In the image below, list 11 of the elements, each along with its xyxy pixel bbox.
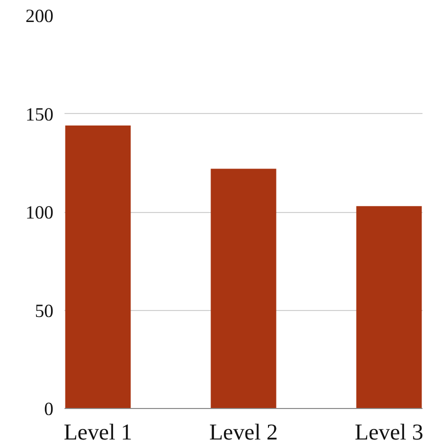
y-tick-label: 50: [34, 300, 54, 322]
y-tick-label: 200: [26, 6, 54, 27]
y-tick-label: 100: [26, 202, 54, 224]
bar: [210, 168, 276, 408]
x-tick-label: Level 2: [209, 420, 278, 444]
bar: [65, 126, 131, 408]
x-tick-label: Level 1: [64, 420, 132, 444]
y-tick-label: 150: [26, 104, 54, 126]
y-tick-label: 0: [44, 399, 54, 420]
x-tick-label: Level 3: [354, 420, 424, 444]
bar: [356, 206, 422, 408]
